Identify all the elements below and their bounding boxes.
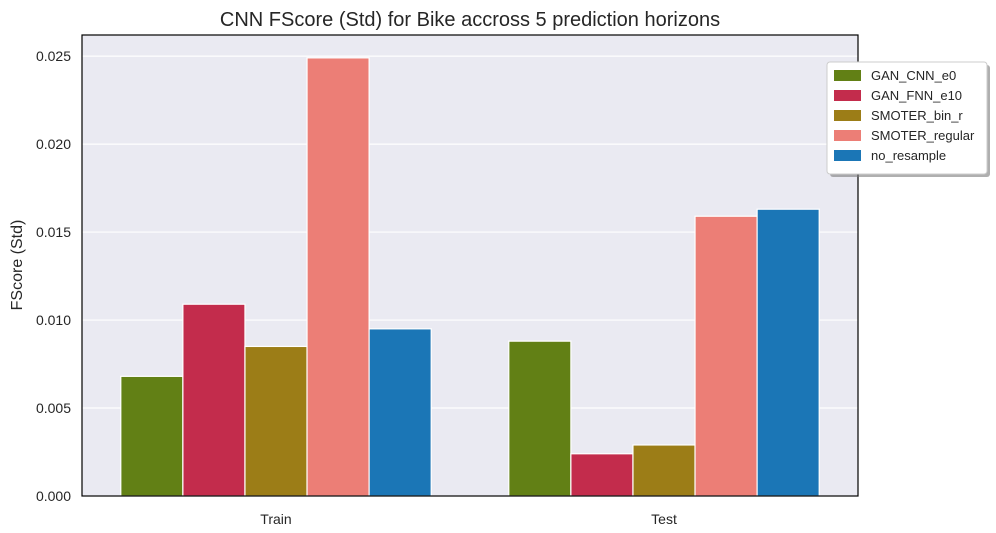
y-tick-label: 0.025 <box>36 48 71 64</box>
y-axis: 0.000 0.005 0.010 0.015 0.020 0.025 <box>36 48 71 504</box>
y-tick-label: 0.010 <box>36 312 71 328</box>
legend-swatch <box>834 150 861 161</box>
y-tick-label: 0.015 <box>36 224 71 240</box>
x-tick-label: Test <box>651 511 677 527</box>
bar-no_resample-Train <box>368 328 432 497</box>
bar-SMOTER_bin_r-Test <box>632 444 696 497</box>
y-tick-label: 0.005 <box>36 400 71 416</box>
legend-label: SMOTER_bin_r <box>871 108 963 123</box>
y-tick-label: 0.000 <box>36 488 71 504</box>
x-axis: Train Test <box>260 511 677 527</box>
legend-label: GAN_CNN_e0 <box>871 68 956 83</box>
x-tick-label: Train <box>260 511 291 527</box>
bar-GAN_CNN_e0-Train <box>120 375 184 497</box>
y-axis-label: FScore (Std) <box>9 220 26 311</box>
bars <box>120 57 820 497</box>
legend-swatch <box>834 110 861 121</box>
chart-title: CNN FScore (Std) for Bike accross 5 pred… <box>220 9 720 31</box>
bar-GAN_FNN_e10-Train <box>182 303 246 497</box>
legend-label: SMOTER_regular <box>871 128 975 143</box>
legend-label: GAN_FNN_e10 <box>871 88 962 103</box>
legend-swatch <box>834 130 861 141</box>
bar-SMOTER_bin_r-Train <box>244 345 308 497</box>
bar-SMOTER_regular-Train <box>306 57 370 497</box>
legend-swatch <box>834 70 861 81</box>
bar-GAN_FNN_e10-Test <box>570 453 634 497</box>
plot-frame <box>81 34 859 497</box>
legend: GAN_CNN_e0 GAN_FNN_e10 SMOTER_bin_r SMOTER_… <box>826 61 990 177</box>
bar-no_resample-Test <box>756 208 820 497</box>
legend-label: no_resample <box>871 148 946 163</box>
legend-swatch <box>834 90 861 101</box>
y-tick-label: 0.020 <box>36 136 71 152</box>
bar-GAN_CNN_e0-Test <box>508 340 572 497</box>
bar-SMOTER_regular-Test <box>694 215 758 497</box>
